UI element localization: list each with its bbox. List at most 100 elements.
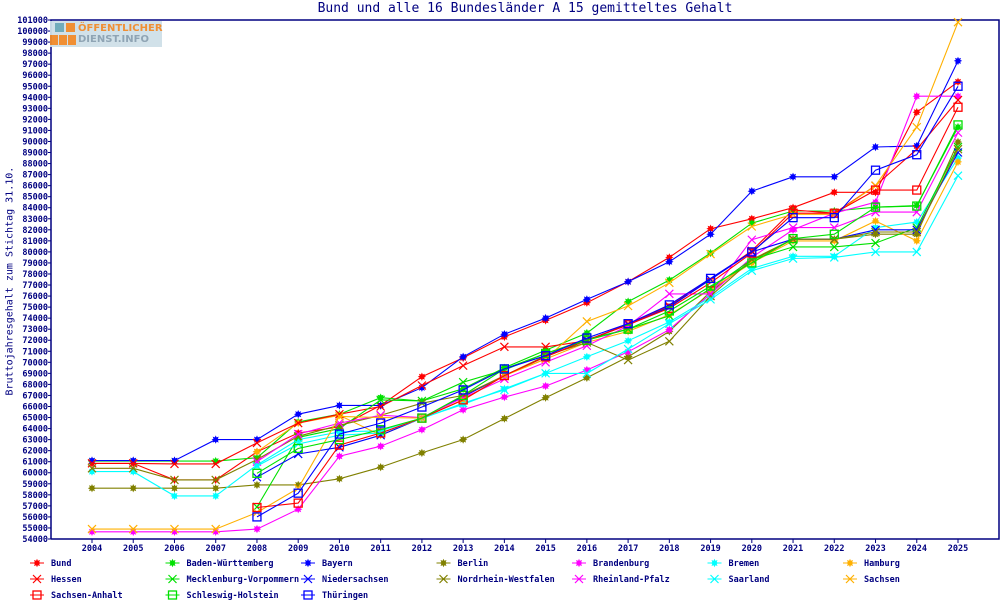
data-point-hessen (499, 342, 509, 352)
y-tick-label: 71000 (22, 347, 48, 357)
y-tick-label: 65000 (22, 414, 48, 424)
y-tick-label: 83000 (22, 215, 48, 225)
y-tick-label: 61000 (22, 458, 48, 468)
data-point-bremen (87, 467, 97, 476)
legend-label: Thüringen (322, 590, 368, 600)
legend-item-sachsen-anhalt: Sachsen-Anhalt (30, 590, 123, 600)
legend-label: Saarland (729, 575, 770, 585)
data-point-th-ringen (788, 213, 798, 223)
data-point-sachsen-anhalt (499, 370, 510, 381)
data-point-baden-w-rttemberg (747, 219, 756, 228)
data-point-sachsen-anhalt (293, 498, 303, 508)
y-tick-label: 85000 (22, 193, 48, 203)
data-point-bayern (541, 313, 550, 323)
data-point-hessen (912, 144, 922, 154)
data-point-bayern (747, 187, 756, 196)
data-point-hessen (417, 381, 427, 390)
legend-label: Bremen (729, 559, 760, 569)
y-tick-label: 63000 (22, 436, 48, 446)
data-point-rheinland-pfalz (788, 223, 798, 233)
data-point-rheinland-pfalz (747, 235, 757, 245)
data-point-bund (417, 372, 427, 381)
legend-label: Nordrhein-Westfalen (458, 574, 555, 585)
data-point-bayern (582, 295, 592, 304)
series-hessen (87, 95, 963, 469)
data-point-saarland (829, 252, 839, 262)
x-tick-label: 2018 (659, 544, 679, 554)
data-point-bremen (252, 460, 262, 470)
data-point-sachsen-anhalt (953, 102, 963, 112)
data-point-brandenburg (871, 198, 880, 207)
data-point-bayern (912, 141, 921, 151)
legend-item-bund: Bund (30, 558, 71, 569)
y-tick-label: 91000 (22, 126, 48, 136)
series-nordrhein-westfalen (87, 144, 963, 485)
data-point-saarland (871, 247, 880, 257)
data-point-berlin (87, 484, 97, 493)
data-point-sachsen (211, 524, 221, 534)
data-point-brandenburg (912, 92, 921, 101)
data-point-th-ringen (334, 429, 345, 439)
y-tick-label: 77000 (22, 281, 48, 291)
data-point-hessen (211, 459, 221, 469)
data-point-bayern (376, 401, 385, 410)
data-point-bayern (706, 230, 715, 239)
x-tick-label: 2025 (948, 544, 968, 554)
data-point-berlin (211, 484, 220, 493)
data-point-brandenburg (500, 392, 509, 402)
data-point-bayern (87, 456, 97, 465)
data-point-nordrhein-westfalen (252, 455, 262, 464)
legend-marker (574, 574, 584, 584)
data-point-bayern (788, 172, 798, 181)
data-point-brandenburg (376, 442, 385, 451)
y-tick-label: 55000 (22, 524, 48, 534)
series-mecklenburg-vorpommern (252, 142, 963, 512)
series-line-bremen (92, 157, 959, 497)
data-point-bremen (830, 252, 839, 261)
data-point-bayern (830, 172, 839, 181)
data-point-saarland (541, 368, 551, 378)
data-point-sachsen (953, 17, 963, 27)
data-point-hamburg (953, 157, 963, 167)
data-point-bayern (335, 401, 344, 410)
data-point-schleswig-holstein (912, 201, 922, 211)
x-tick-label: 2011 (370, 544, 390, 554)
data-point-nordrhein-westfalen (128, 463, 138, 473)
legend-item-mecklenburg-vorpommern: Mecklenburg-Vorpommern (165, 574, 299, 585)
data-point-sachsen-anhalt (912, 185, 922, 195)
data-point-th-ringen (747, 247, 757, 257)
y-tick-label: 98000 (22, 49, 48, 59)
y-tick-label: 86000 (22, 182, 48, 192)
data-point-hessen (293, 418, 303, 428)
legend-marker (710, 558, 719, 568)
data-point-schleswig-holstein (664, 306, 674, 316)
data-point-brandenburg (953, 92, 963, 101)
x-tick-label: 2005 (123, 544, 143, 554)
x-tick-label: 2021 (783, 544, 803, 554)
y-tick-label: 94000 (22, 93, 48, 103)
series-th-ringen (252, 81, 963, 522)
data-point-berlin (294, 480, 303, 490)
x-tick-label: 2010 (329, 544, 349, 554)
legend-label: Rheinland-Pfalz (593, 574, 670, 585)
data-point-hessen (170, 459, 179, 469)
legend-label: Bayern (322, 559, 353, 569)
series-line-berlin (92, 141, 959, 489)
data-point-bayern (129, 456, 138, 465)
logo-text-line2: DIENST.INFO (78, 34, 149, 45)
legend-label: Berlin (458, 558, 489, 569)
data-point-bremen (170, 491, 179, 501)
legend-marker (439, 558, 448, 568)
data-point-saarland (664, 319, 674, 329)
data-point-bayern (170, 456, 179, 465)
y-tick-label: 60000 (22, 469, 48, 479)
y-tick-label: 73000 (22, 325, 48, 335)
x-tick-label: 2014 (494, 544, 514, 554)
data-point-bund (830, 188, 839, 197)
data-point-sachsen (335, 412, 344, 421)
series-line-hamburg (256, 161, 959, 453)
data-point-mecklenburg-vorpommern (376, 395, 386, 405)
data-point-saarland (582, 368, 592, 378)
legend-marker (168, 558, 177, 568)
